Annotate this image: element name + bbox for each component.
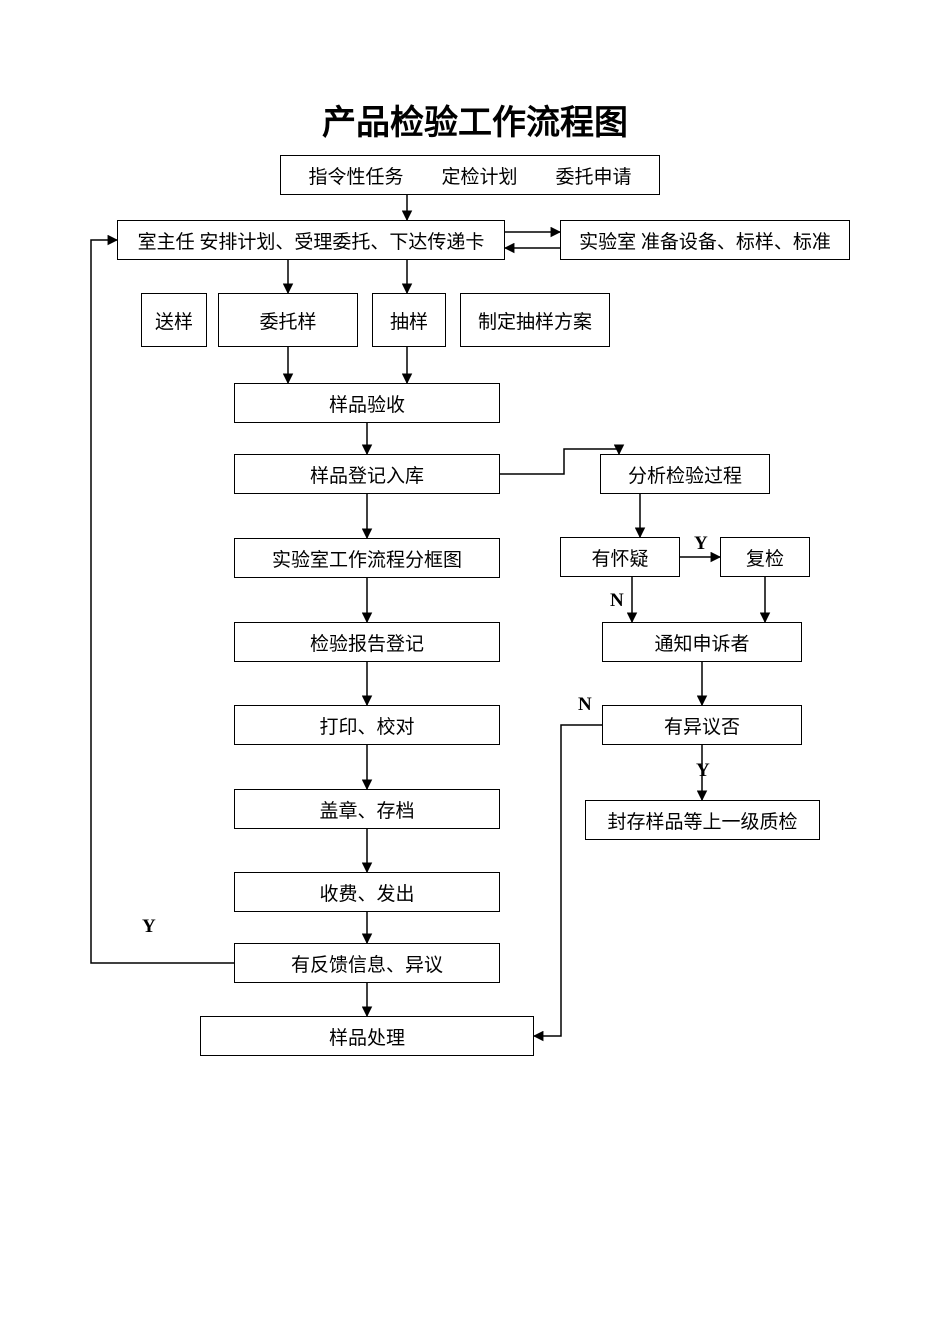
node-n_dir: 室主任 安排计划、受理委托、下达传递卡 (117, 220, 505, 260)
node-n_print: 打印、校对 (234, 705, 500, 745)
node-n_seal: 封存样品等上一级质检 (585, 800, 820, 840)
edge-n_objection-n_dispose (534, 725, 602, 1036)
label-l_n2: N (578, 694, 592, 716)
node-n_accept: 样品验收 (234, 383, 500, 423)
node-n_feedback: 有反馈信息、异议 (234, 943, 500, 983)
node-n_doubt: 有怀疑 (560, 537, 680, 577)
label-l_y3: Y (142, 916, 156, 938)
node-n_report: 检验报告登记 (234, 622, 500, 662)
node-n_top: 指令性任务 定检计划 委托申请 (280, 155, 660, 195)
node-n_sample: 抽样 (372, 293, 446, 347)
node-n_objection: 有异议否 (602, 705, 802, 745)
node-n_commit: 委托样 (218, 293, 358, 347)
label-l_y1: Y (694, 533, 708, 555)
node-n_stamp: 盖章、存档 (234, 789, 500, 829)
node-n_notify: 通知申诉者 (602, 622, 802, 662)
node-n_labflow: 实验室工作流程分框图 (234, 538, 500, 578)
node-n_plan: 制定抽样方案 (460, 293, 610, 347)
node-n_send: 送样 (141, 293, 207, 347)
label-l_n1: N (610, 590, 624, 612)
flowchart-canvas: 产品检验工作流程图 指令性任务 定检计划 委托申请室主任 安排计划、受理委托、下… (0, 0, 945, 1337)
page-title: 产品检验工作流程图 (275, 95, 675, 144)
label-l_y2: Y (696, 760, 710, 782)
node-n_analyze: 分析检验过程 (600, 454, 770, 494)
node-n_fee: 收费、发出 (234, 872, 500, 912)
node-n_lab: 实验室 准备设备、标样、标准 (560, 220, 850, 260)
node-n_register: 样品登记入库 (234, 454, 500, 494)
edges-layer (0, 0, 945, 1337)
node-n_dispose: 样品处理 (200, 1016, 534, 1056)
node-n_recheck: 复检 (720, 537, 810, 577)
edge-n_feedback-n_dir (91, 240, 234, 963)
